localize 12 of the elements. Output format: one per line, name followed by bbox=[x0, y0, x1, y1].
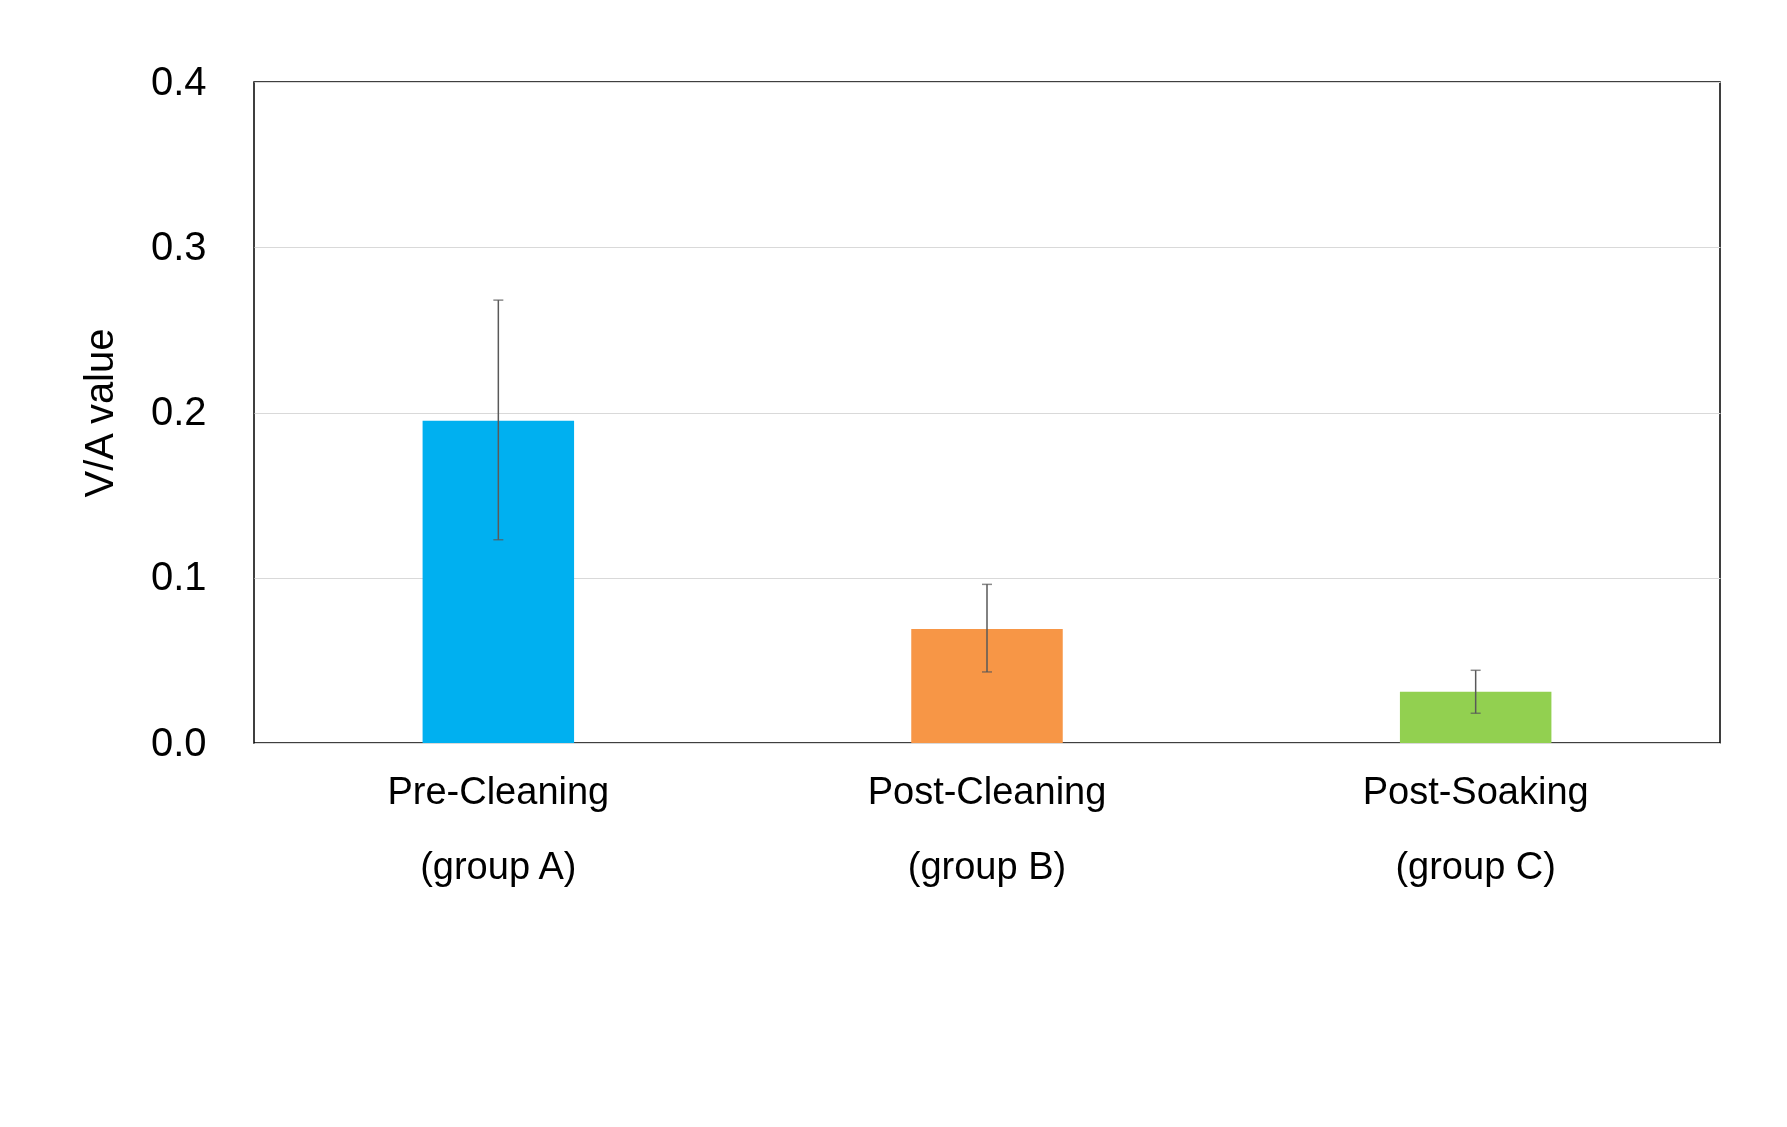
y-axis-title: V/A value bbox=[76, 328, 121, 498]
y-tick-label: 0.4 bbox=[150, 58, 207, 103]
y-tick-label: 0.2 bbox=[150, 389, 207, 433]
x-tick-label: Post-Soaking (group C) bbox=[1362, 769, 1589, 887]
y-tick-label: 0.3 bbox=[150, 223, 207, 268]
x-tick-label: Post-Cleaning (group B) bbox=[867, 769, 1107, 887]
bar bbox=[422, 420, 575, 743]
bar bbox=[911, 628, 1063, 743]
y-tick-label: 0.1 bbox=[150, 554, 207, 599]
x-tick-label: Pre-Cleaning (group A) bbox=[387, 769, 610, 887]
bar bbox=[1399, 691, 1552, 743]
y-tick-label: 0.0 bbox=[150, 719, 207, 764]
